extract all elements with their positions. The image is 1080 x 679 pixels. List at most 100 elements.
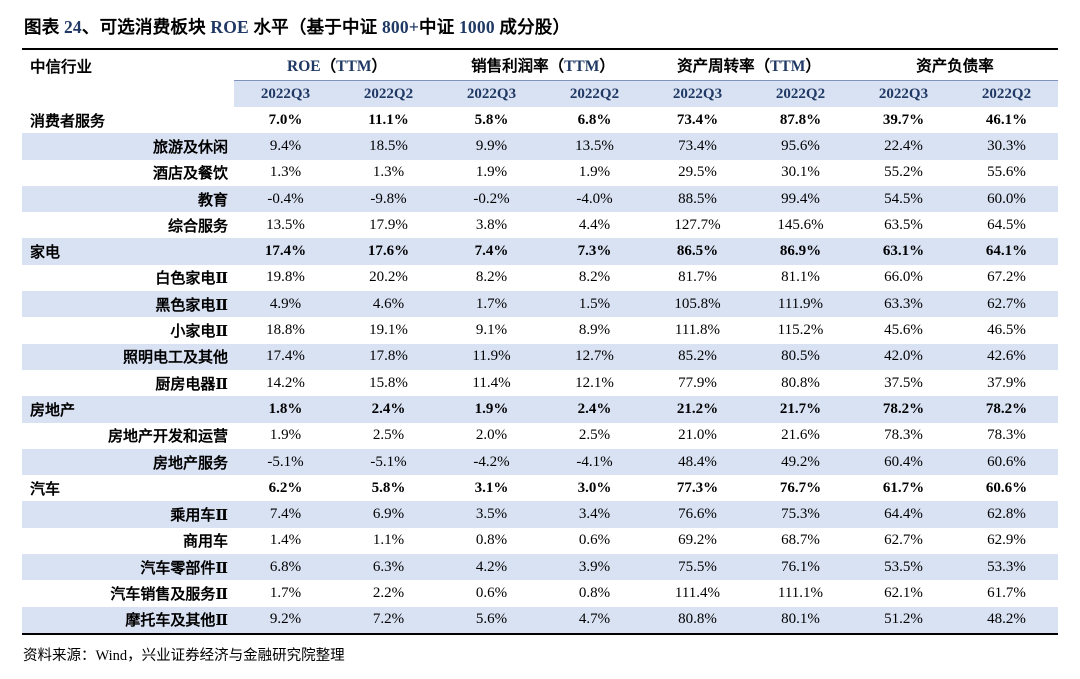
cell-value: 1.9% (578, 164, 611, 181)
cell-value: 4.4% (578, 216, 611, 233)
cell-value: 115.2% (777, 322, 824, 339)
cell-value: 67.2% (987, 269, 1026, 286)
table-row: 旅游及休闲 9.4% 18.5% 9.9% 13.5% 73.4% 95.6% 22.4% 30… (22, 133, 1059, 160)
cell-value: 30.3% (955, 133, 1059, 160)
cell-value: 1.5% (543, 291, 646, 318)
cell-value: 73.4% (676, 111, 719, 128)
cell-value: 17.4% (234, 238, 337, 265)
cell-value: -0.2% (440, 185, 543, 213)
cell-value: 85.2% (646, 343, 749, 370)
cell-value: 80.1% (749, 606, 852, 634)
cell-value: 2.2% (372, 584, 405, 601)
row-label: 汽车销售及服务Ⅱ (110, 586, 228, 603)
cell-value: 30.1% (781, 164, 820, 181)
latin-text: 2022Q3 (466, 85, 517, 102)
cell-value: 1.9% (269, 427, 302, 444)
row-label: 家电 (22, 238, 234, 265)
latin-text: 2022Q2 (775, 85, 826, 102)
latin-text: 2022Q3 (672, 85, 723, 102)
cell-value: 64.4% (852, 501, 955, 528)
cell-value: 62.7% (884, 532, 923, 549)
latin-text: 2022Q2 (363, 85, 414, 102)
cell-value: 78.2% (955, 396, 1059, 423)
cell-value: 18.8% (266, 322, 305, 339)
cell-value: 78.3% (987, 427, 1026, 444)
period-header-2: 2022Q2 (337, 80, 440, 107)
cell-value: 76.1% (749, 554, 852, 581)
table-row: 教育 -0.4% -9.8% -0.2% -4.0% 88.5% 99.4% 54.5% 60.… (22, 185, 1059, 213)
cell-value: 105.8% (646, 291, 749, 318)
row-label: 房地产服务 (22, 448, 234, 476)
cell-value: 68.7% (781, 532, 820, 549)
table-row: 照明电工及其他 17.4% 17.8% 11.9% 12.7% 85.2% 80.5% 42.… (22, 343, 1059, 370)
table-row: 综合服务 13.5% 17.9% 3.8% 4.4% 127.7% 145.6% 63.5% 6… (22, 212, 1058, 238)
cell-value: 17.6% (337, 238, 440, 265)
cell-value: 3.9% (543, 554, 646, 581)
cell-value: 11.4% (472, 374, 511, 391)
cell-value: 0.6% (475, 584, 508, 601)
row-label: 酒店及餐饮 (152, 166, 228, 183)
latin-text: ROE (287, 58, 321, 75)
cell-value: 17.8% (337, 343, 440, 370)
table-row: 摩托车及其他Ⅱ 9.2% 7.2% 5.6% 4.7% 80.8% 80.1% 51.2% 48… (22, 606, 1059, 634)
cell-value: 13.5% (543, 133, 646, 160)
cell-value: 18.5% (337, 133, 440, 160)
period-header-6: 2022Q2 (749, 80, 852, 107)
cell-value: -0.4% (234, 185, 337, 213)
table-row: 汽车零部件Ⅱ 6.8% 6.3% 4.2% 3.9% 75.5% 76.1% 53.5% 53.… (22, 554, 1059, 581)
cell-value: 80.8% (781, 374, 820, 391)
cell-value: 48.2% (955, 606, 1059, 634)
cell-value: 4.2% (440, 554, 543, 581)
cell-value: 61.7% (882, 479, 925, 496)
cell-value: 4.7% (543, 606, 646, 634)
cell-value: 80.8% (646, 606, 749, 634)
cell-value: 2.4% (337, 396, 440, 423)
table-row: 乘用车Ⅱ 7.4% 6.9% 3.5% 3.4% 76.6% 75.3% 64.4% 62.8% (22, 501, 1059, 528)
cell-value: 95.6% (749, 133, 852, 160)
cell-value: 63.3% (852, 291, 955, 318)
column-group-header-1: ROE（TTM） (287, 58, 387, 75)
cell-value: 46.5% (987, 322, 1026, 339)
cell-value: 87.8% (779, 111, 822, 128)
column-group-header-2: 销售利润率（TTM） (471, 58, 615, 75)
cell-value: 61.7% (987, 584, 1026, 601)
cell-value: 81.7% (678, 269, 717, 286)
table-row: 房地产开发和运营 1.9% 2.5% 2.0% 2.5% 21.0% 21.6% 78.3% 7… (22, 423, 1058, 449)
cell-value: 1.3% (372, 164, 405, 181)
table-row: 消费者服务 7.0% 11.1% 5.8% 6.8% 73.4% 87.8% 39.7% 46.… (22, 107, 1058, 133)
cell-value: 75.3% (749, 501, 852, 528)
row-label: 房地产 (22, 396, 234, 423)
cell-value: 15.8% (369, 374, 408, 391)
cell-value: 62.1% (884, 584, 923, 601)
cell-value: 11.9% (440, 343, 543, 370)
cell-value: 8.2% (578, 269, 611, 286)
cell-value: 0.8% (578, 584, 611, 601)
cell-value: 1.8% (234, 396, 337, 423)
period-header-3: 2022Q3 (440, 80, 543, 107)
cell-value: 53.5% (852, 554, 955, 581)
table-row: 家电 17.4% 17.6% 7.4% 7.3% 86.5% 86.9% 63.1% 64.1% (22, 238, 1059, 265)
table-row: 汽车销售及服务Ⅱ 1.7% 2.2% 0.6% 0.8% 111.4% 111.1% 62.1… (22, 580, 1058, 606)
cell-value: 86.5% (646, 238, 749, 265)
cell-value: 127.7% (674, 216, 721, 233)
cell-value: 5.8% (474, 111, 509, 128)
cell-value: 5.6% (440, 606, 543, 634)
cell-value: 6.2% (268, 479, 303, 496)
cell-value: 48.4% (646, 448, 749, 476)
cell-value: 0.8% (475, 532, 508, 549)
latin-text: TTM (336, 58, 372, 75)
cell-value: 12.7% (543, 343, 646, 370)
cell-value: 0.6% (578, 532, 611, 549)
cell-value: 81.1% (781, 269, 820, 286)
cell-value: 111.1% (777, 584, 824, 601)
cell-value: 1.4% (269, 532, 302, 549)
cell-value: 86.9% (749, 238, 852, 265)
cell-value: 14.2% (266, 374, 305, 391)
latin-text: 2022Q2 (569, 85, 620, 102)
cell-value: 62.8% (955, 501, 1059, 528)
cell-value: 6.8% (234, 554, 337, 581)
cell-value: 4.9% (234, 291, 337, 318)
column-group-header-3: 资产周转率（TTM） (677, 58, 821, 75)
cell-value: 9.2% (234, 606, 337, 634)
cell-value: 19.8% (266, 269, 305, 286)
